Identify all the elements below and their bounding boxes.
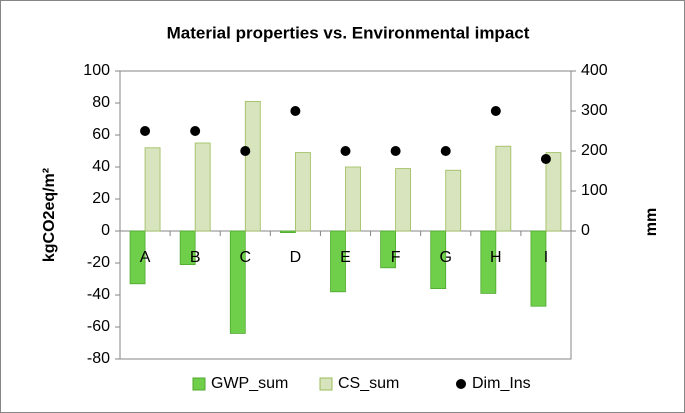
y-tick-label: 20 <box>92 190 110 207</box>
y-tick-label: -80 <box>87 350 110 367</box>
bar <box>179 230 196 265</box>
x-tick-label: D <box>290 249 302 266</box>
dot <box>290 106 301 116</box>
bar <box>545 152 562 232</box>
x-tick-label: F <box>391 249 401 266</box>
chart-title: Material properties vs. Environmental im… <box>167 23 530 42</box>
y2-tick-label: 400 <box>581 62 608 79</box>
x-tick-label: H <box>490 249 502 266</box>
y-axis-title: kgCO2eq/m² <box>41 168 58 262</box>
legend-label: CS_sum <box>338 375 399 392</box>
y2-tick-label: 0 <box>581 222 590 239</box>
y2-tick-label: 100 <box>581 182 608 199</box>
x-tick-label: C <box>239 249 251 266</box>
x-tick-label: G <box>439 249 451 266</box>
y-tick-label: 40 <box>92 158 110 175</box>
y2-tick-label: 300 <box>581 102 608 119</box>
y2-tick-label: 200 <box>581 142 608 159</box>
bar <box>480 230 497 294</box>
bar <box>380 230 397 269</box>
legend-swatch <box>456 379 466 389</box>
bar <box>395 168 412 232</box>
x-tick-label: B <box>190 249 201 266</box>
bar <box>129 230 146 285</box>
dot <box>390 146 401 156</box>
dot <box>490 106 501 116</box>
y2-axis-title: mm <box>643 208 660 236</box>
dot <box>190 126 201 136</box>
bar <box>330 230 346 293</box>
legend-label: Dim_Ins <box>472 375 531 392</box>
y-tick-label: -20 <box>87 254 110 271</box>
x-tick-label: E <box>340 249 351 266</box>
bar <box>229 230 246 334</box>
dot <box>140 126 151 136</box>
legend-swatch <box>319 377 333 391</box>
bar <box>430 230 447 289</box>
legend-label: GWP_sum <box>211 375 288 392</box>
x-tick-label: A <box>140 249 151 266</box>
bar <box>279 230 296 233</box>
bar <box>294 152 311 232</box>
y-tick-label: -40 <box>87 286 110 303</box>
bar <box>345 166 361 232</box>
bar <box>495 145 512 232</box>
dot <box>240 146 251 156</box>
bar <box>244 101 261 232</box>
y-tick-label: -60 <box>87 318 110 335</box>
y-tick-label: 0 <box>101 222 110 239</box>
bar <box>445 169 462 232</box>
dot <box>340 146 351 156</box>
dot <box>540 154 551 164</box>
x-tick-label: I <box>544 249 548 266</box>
y-tick-label: 80 <box>92 94 110 111</box>
dot <box>440 146 451 156</box>
bar <box>530 230 547 307</box>
y-tick-label: 100 <box>83 62 110 79</box>
legend-swatch <box>192 377 206 391</box>
bar <box>144 147 161 232</box>
y-tick-label: 60 <box>92 126 110 143</box>
plot-area <box>119 70 572 360</box>
bar <box>194 142 211 232</box>
